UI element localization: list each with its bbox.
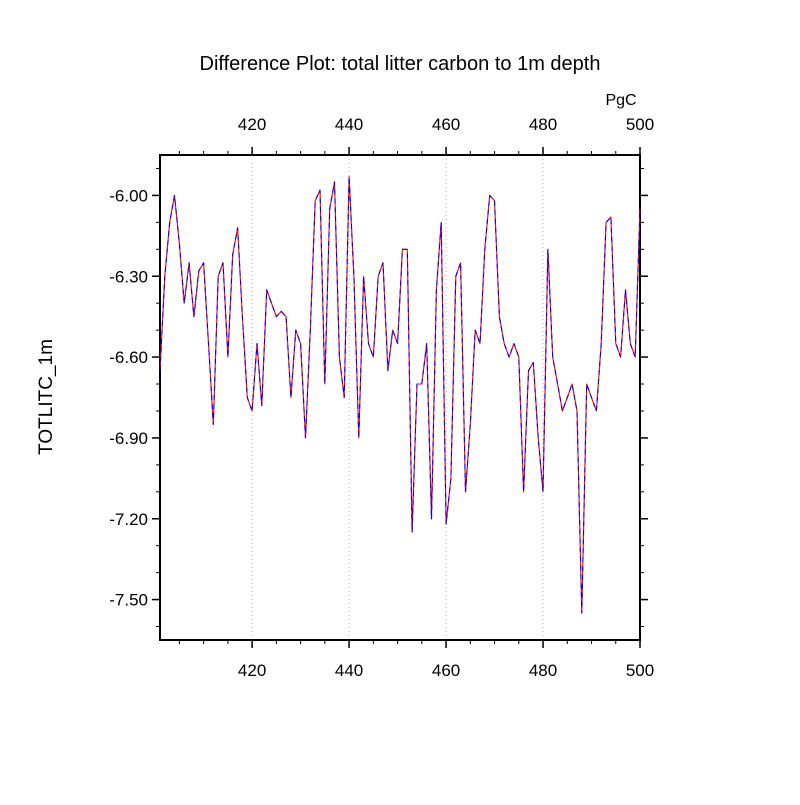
bottom-tick-label: 420 <box>238 661 266 680</box>
bottom-tick-label: 460 <box>432 661 460 680</box>
top-tick-label: 420 <box>238 115 266 134</box>
y-tick-label: -6.30 <box>109 267 148 286</box>
bottom-tick-label: 500 <box>626 661 654 680</box>
top-tick-label: 460 <box>432 115 460 134</box>
y-tick-label: -7.50 <box>109 591 148 610</box>
top-tick-label: 480 <box>529 115 557 134</box>
bottom-tick-label: 480 <box>529 661 557 680</box>
chart-title: Difference Plot: total litter carbon to … <box>200 53 601 75</box>
plot-frame <box>159 154 641 641</box>
series-line-case-blue-dashed <box>159 176 641 614</box>
y-tick-label: -6.60 <box>109 348 148 367</box>
y-tick-label: -6.00 <box>109 186 148 205</box>
y-tick-label: -7.20 <box>109 510 148 529</box>
top-tick-label: 440 <box>335 115 363 134</box>
top-tick-label: 500 <box>626 115 654 134</box>
top-axis-unit-label: PgC <box>605 92 636 109</box>
y-tick-label: -6.90 <box>109 429 148 448</box>
y-axis-title: TOTLITC_1m <box>36 339 57 455</box>
bottom-tick-label: 440 <box>335 661 363 680</box>
